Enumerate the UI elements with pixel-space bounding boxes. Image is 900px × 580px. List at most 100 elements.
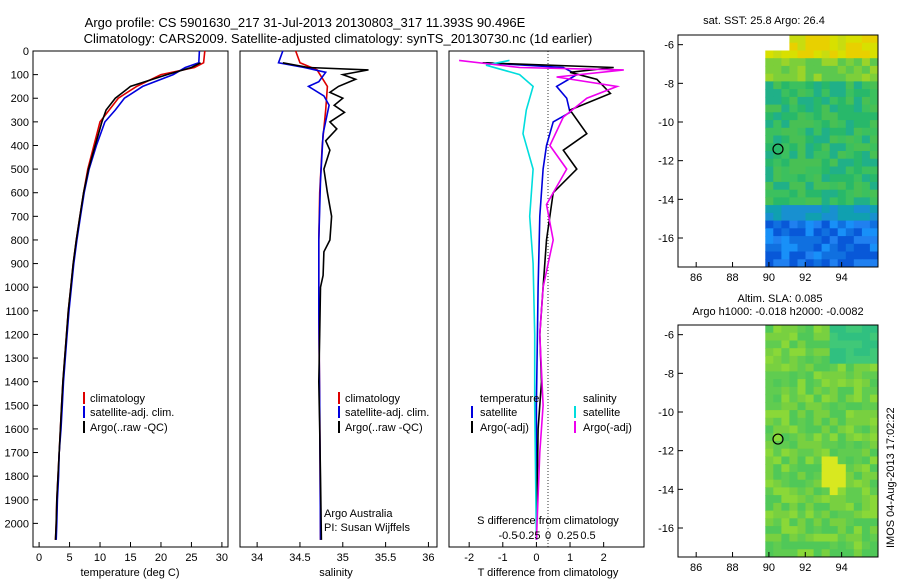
sla-map-cell bbox=[861, 410, 871, 419]
sla-map-cell bbox=[789, 549, 798, 558]
sla-map-cell bbox=[797, 332, 807, 341]
sst-map-cell bbox=[781, 205, 790, 214]
sla-map-cell bbox=[853, 518, 863, 527]
sla-map-cell bbox=[845, 518, 855, 527]
salinity-series-1-line bbox=[277, 50, 330, 540]
sst-map-cell bbox=[821, 135, 831, 144]
sst-map-cell bbox=[813, 205, 823, 214]
sla-map-cell bbox=[781, 487, 790, 496]
depth-y-tick-label: 1300 bbox=[5, 353, 29, 365]
sla-map-cell bbox=[781, 549, 790, 558]
sst-map-cell bbox=[845, 143, 855, 152]
sla-map-cell bbox=[829, 495, 839, 504]
sla-map-cell bbox=[765, 495, 774, 504]
sla-map-cell bbox=[829, 417, 839, 426]
sla-map-cell bbox=[805, 355, 815, 365]
sla-map-cell bbox=[765, 441, 774, 450]
sla-map-cell bbox=[853, 425, 863, 434]
sla-map-cell bbox=[797, 518, 807, 527]
sst-map-cell bbox=[861, 236, 871, 245]
sst-map-cell bbox=[845, 96, 855, 106]
sla-map-cell bbox=[797, 348, 807, 357]
sla-map-cell bbox=[869, 379, 879, 388]
sst-map-cell bbox=[845, 151, 855, 160]
sla-map-cell bbox=[773, 425, 782, 434]
sla-map-cell bbox=[813, 425, 823, 434]
sla-map-cell bbox=[797, 541, 807, 550]
sst-map-cell bbox=[853, 259, 863, 268]
sst-map-cell bbox=[781, 143, 790, 152]
sla-map-cell bbox=[821, 371, 831, 380]
sst-map-cell bbox=[781, 251, 790, 260]
sla-map-title: Altim. SLA: 0.085 bbox=[738, 293, 823, 305]
sst-map-cell bbox=[765, 181, 774, 191]
sst-map-cell bbox=[829, 127, 839, 136]
sst-map-cell bbox=[781, 220, 790, 229]
sla-map-cell bbox=[829, 464, 839, 473]
sla-map-cell bbox=[861, 456, 871, 465]
sst-map-cell bbox=[869, 35, 879, 44]
sla-map-cell bbox=[853, 394, 863, 403]
sla-map-cell bbox=[861, 394, 871, 403]
sst-map-cell bbox=[781, 73, 790, 82]
sla-map-cell bbox=[845, 464, 855, 473]
sla-map-cell bbox=[869, 433, 879, 442]
sla-map-x-tick-label: 88 bbox=[726, 562, 738, 574]
sla-map-cell bbox=[869, 502, 879, 512]
sla-map-cell bbox=[853, 348, 863, 357]
sst-map-cell bbox=[781, 212, 790, 222]
sla-map-cell bbox=[869, 417, 879, 426]
sst-map-cell bbox=[797, 89, 807, 98]
sst-map-cell bbox=[861, 127, 871, 136]
sst-map-cell bbox=[781, 89, 790, 98]
sst-map-cell bbox=[853, 127, 863, 136]
sla-map-cell bbox=[789, 464, 798, 473]
sla-map-cell bbox=[773, 402, 782, 411]
sst-map-cell bbox=[773, 73, 782, 82]
sst-map-cell bbox=[861, 81, 871, 90]
sst-map-cell bbox=[853, 220, 863, 229]
sla-map-cell bbox=[813, 433, 823, 442]
sla-map-cell bbox=[765, 533, 774, 542]
sst-map-cell bbox=[789, 73, 798, 82]
sla-map-cell bbox=[765, 340, 774, 349]
sla-map-cell bbox=[821, 441, 831, 450]
sla-map-cell bbox=[813, 487, 823, 496]
sla-map-cell bbox=[781, 541, 790, 550]
sst-map-cell bbox=[781, 104, 790, 113]
sla-map-cell bbox=[829, 402, 839, 411]
sla-map-cell bbox=[845, 363, 855, 372]
salinity-x-tick-label: 35 bbox=[337, 552, 349, 564]
sst-map-cell bbox=[821, 58, 831, 67]
sla-map-cell bbox=[869, 526, 879, 535]
sla-map-cell bbox=[845, 456, 855, 465]
sst-map-cell bbox=[789, 127, 798, 136]
sst-map-cell bbox=[869, 220, 879, 229]
sla-map-cell bbox=[845, 448, 855, 457]
sla-map-cell bbox=[773, 518, 782, 527]
sla-map-cell bbox=[789, 371, 798, 380]
sla-map-cell bbox=[805, 495, 815, 504]
sst-map-cell bbox=[861, 50, 871, 59]
depth-y-tick-label: 200 bbox=[11, 93, 29, 105]
sla-map-cell bbox=[781, 348, 790, 357]
sla-map-cell bbox=[797, 410, 807, 419]
sla-map-cell bbox=[773, 526, 782, 535]
sst-map-cell bbox=[853, 42, 863, 51]
depth-y-tick-label: 700 bbox=[11, 211, 29, 223]
depth-y-tick-label: 100 bbox=[11, 70, 29, 82]
sla-map-cell bbox=[853, 325, 863, 334]
sla-map-cell bbox=[797, 487, 807, 496]
sla-map-cell bbox=[821, 386, 831, 396]
sla-map-cell bbox=[829, 371, 839, 380]
temperature-series-2-line bbox=[54, 62, 201, 540]
sst-map-cell bbox=[805, 166, 815, 175]
sla-map-cell bbox=[765, 471, 774, 481]
sla-map-cell bbox=[805, 386, 815, 396]
temperature-x-ticks: 0 5 10 15 20 25 30 bbox=[36, 542, 228, 564]
sst-heatmap-cells bbox=[765, 35, 879, 268]
sla-map-cell bbox=[853, 441, 863, 450]
sla-map-cell bbox=[869, 487, 879, 496]
sla-map-cell bbox=[845, 526, 855, 535]
sst-map-cell bbox=[869, 212, 879, 222]
